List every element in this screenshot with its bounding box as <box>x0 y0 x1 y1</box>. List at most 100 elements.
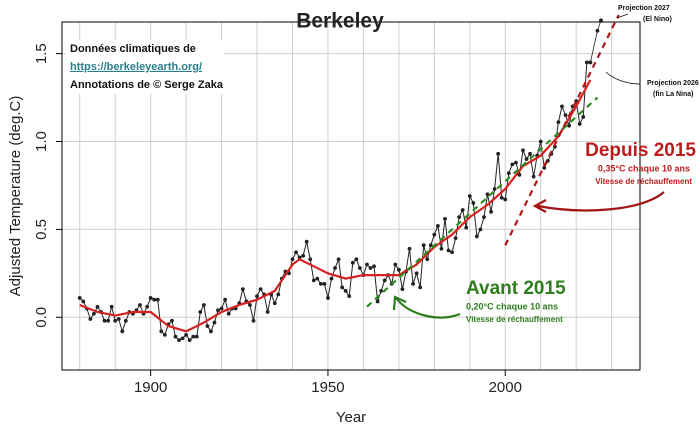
data-point <box>521 148 525 153</box>
data-point <box>467 194 472 198</box>
proj-2027: Projection 2027 <box>618 5 670 12</box>
data-point <box>471 201 476 205</box>
proj-2027-note: (El Nino) <box>643 16 672 23</box>
data-point <box>513 160 518 165</box>
data-point <box>443 216 447 221</box>
before-caption: Vitesse de réchauffement <box>466 315 563 324</box>
proj-2026: Projection 2026 <box>647 80 699 87</box>
data-point <box>478 227 483 232</box>
series-line <box>366 96 599 308</box>
data-point <box>435 223 440 228</box>
data-point <box>162 332 167 337</box>
data-point <box>255 294 259 299</box>
data-point <box>95 304 100 309</box>
data-point <box>329 276 334 281</box>
data-point <box>315 276 320 281</box>
series-line <box>504 14 620 246</box>
data-point <box>357 266 362 270</box>
source-box <box>66 40 224 94</box>
data-point <box>152 297 157 302</box>
after-rate: 0,35°C chaque 10 ans <box>598 163 690 173</box>
data-point <box>396 267 401 272</box>
data-point <box>145 304 150 309</box>
data-point <box>106 318 110 323</box>
y-tick-label: 0.5 <box>33 219 50 240</box>
data-point <box>311 278 316 283</box>
data-point <box>251 318 256 323</box>
data-point <box>216 308 220 313</box>
source-link[interactable]: https://berkeleyearth.org/ <box>70 61 202 73</box>
data-point <box>290 257 295 262</box>
data-point <box>120 329 125 334</box>
before-arrow-head <box>392 295 407 311</box>
data-point <box>372 264 376 269</box>
data-point <box>414 271 419 276</box>
before-arrow <box>395 297 461 319</box>
data-point <box>198 310 203 314</box>
data-point <box>411 281 415 286</box>
data-point <box>407 246 412 251</box>
data-point <box>581 115 586 119</box>
plot <box>77 14 620 343</box>
data-point <box>88 317 93 321</box>
proj-2026-note: (fin La Nina) <box>653 91 693 98</box>
data-point <box>474 234 479 239</box>
x-axis-label: Year <box>336 409 366 426</box>
data-point <box>499 195 504 200</box>
data-point <box>528 151 532 156</box>
after-title: Depuis 2015 <box>585 140 696 161</box>
data-point <box>77 296 82 300</box>
source-text: Données climatiques de <box>70 43 196 55</box>
plot-frame <box>61 21 641 371</box>
data-point <box>375 299 380 304</box>
data-point <box>595 28 600 33</box>
data-point <box>542 165 547 170</box>
data-point <box>400 287 405 292</box>
data-point <box>485 192 490 197</box>
data-point <box>123 318 128 323</box>
data-point <box>205 324 210 328</box>
data-point <box>506 171 511 176</box>
x-tick-label: 1900 <box>134 379 167 396</box>
data-point <box>194 334 199 339</box>
data-point <box>428 243 433 248</box>
data-point <box>322 281 327 286</box>
data-point <box>538 139 543 144</box>
data-point <box>432 232 437 237</box>
data-point <box>503 197 508 202</box>
y-tick-label: 1.0 <box>33 131 50 152</box>
data-point <box>510 162 515 167</box>
data-point <box>304 239 309 244</box>
data-point <box>531 174 536 179</box>
data-point <box>460 208 465 212</box>
data-point <box>567 123 571 128</box>
data-point <box>272 301 277 306</box>
data-point <box>180 336 185 341</box>
data-point <box>584 60 589 65</box>
data-point <box>191 334 196 339</box>
data-point <box>457 215 462 219</box>
data-point <box>556 120 561 125</box>
data-point <box>577 122 582 126</box>
data-point <box>116 317 121 321</box>
data-point <box>308 257 313 262</box>
data-point <box>599 18 603 23</box>
data-point <box>184 332 189 337</box>
data-point <box>265 310 270 314</box>
data-point <box>187 338 192 343</box>
data-point <box>336 257 341 262</box>
data-point <box>212 320 217 325</box>
data-point <box>496 151 501 156</box>
data-point <box>318 281 323 286</box>
after-arrow <box>537 191 665 212</box>
data-point <box>177 338 181 343</box>
data-point <box>240 287 245 292</box>
data-point <box>350 260 355 265</box>
data-point <box>226 311 231 316</box>
data-point <box>347 294 352 299</box>
data-point <box>109 304 114 309</box>
data-point <box>421 243 426 248</box>
data-point <box>138 303 142 307</box>
data-point <box>209 329 213 334</box>
